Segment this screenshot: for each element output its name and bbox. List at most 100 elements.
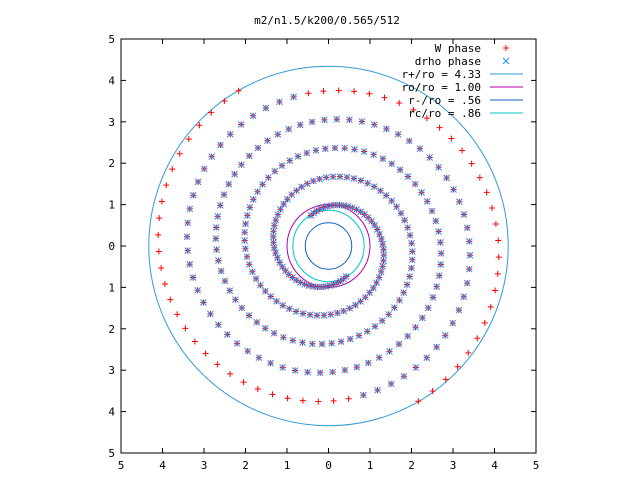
drho-phase-point	[257, 281, 264, 289]
drho-phase-point	[253, 318, 261, 326]
y-tick-label: 1	[108, 281, 115, 294]
y-tick-label: 3	[108, 116, 115, 129]
w-phase-point	[410, 106, 417, 113]
y-tick-label: 2	[108, 323, 115, 336]
drho-phase-point	[378, 317, 386, 325]
drho-phase-point	[406, 231, 414, 239]
drho-phase-point	[242, 220, 249, 228]
drho-phase-point	[254, 144, 262, 152]
drho-phase-point	[380, 257, 387, 265]
drho-phase-point	[194, 286, 202, 294]
drho-phase-point	[406, 273, 414, 280]
y-tick-label: 3	[108, 364, 115, 377]
drho-phase-point	[374, 386, 381, 394]
drho-phase-point	[423, 198, 431, 205]
w-phase-point	[366, 90, 373, 97]
drho-phase-point	[463, 279, 471, 287]
drho-phase-point	[276, 98, 283, 106]
w-phase-point	[284, 395, 291, 402]
drho-phase-point	[328, 339, 336, 347]
drho-phase-point	[200, 299, 207, 306]
drho-phase-point	[364, 179, 371, 187]
drho-phase-point	[419, 314, 426, 322]
drho-phase-point	[351, 301, 359, 309]
drho-phase-point	[341, 366, 349, 374]
drho-phase-point	[387, 380, 395, 388]
drho-phase-point	[337, 338, 345, 345]
w-phase-point	[454, 363, 461, 370]
w-phase-point	[330, 397, 337, 404]
drho-phase-point	[321, 145, 329, 153]
w-phase-point	[161, 281, 168, 288]
drho-phase-point	[286, 305, 293, 313]
w-phase-point	[492, 221, 499, 228]
drho-phase-point	[278, 162, 286, 169]
drho-phase-point	[226, 130, 234, 138]
drho-phase-point	[333, 115, 341, 123]
drho-phase-point	[223, 331, 231, 338]
w-phase-point	[396, 99, 403, 106]
drho-phase-point	[401, 216, 408, 224]
drho-phase-point	[303, 149, 311, 157]
drho-phase-point	[214, 213, 222, 220]
w-phase-point	[495, 254, 502, 261]
w-phase-point	[320, 88, 327, 95]
legend-label: rc/ro = .86	[408, 107, 481, 120]
w-phase-point	[474, 335, 481, 342]
drho-phase-point	[412, 364, 420, 371]
drho-phase-point	[408, 248, 416, 255]
drho-phase-point	[396, 166, 404, 174]
drho-phase-point	[371, 323, 379, 330]
drho-phase-point	[186, 260, 194, 268]
drho-phase-point	[213, 246, 220, 254]
drho-phase-point	[286, 157, 294, 164]
w-phase-point	[158, 198, 165, 205]
drho-phase-point	[186, 205, 194, 213]
drho-phase-point	[364, 359, 372, 367]
drho-phase-point	[231, 170, 238, 178]
drho-phase-point	[344, 203, 352, 210]
drho-phase-point	[261, 287, 269, 295]
drho-phase-point	[383, 125, 390, 133]
y-tick-label: 4	[108, 74, 115, 87]
y-tick-label: 4	[108, 406, 115, 419]
drho-phase-point	[217, 267, 225, 275]
drho-phase-point	[388, 160, 396, 168]
w-phase-point	[423, 115, 430, 122]
drho-phase-point	[208, 153, 216, 160]
drho-phase-point	[396, 296, 403, 304]
w-phase-point	[436, 124, 443, 131]
drho-phase-point	[437, 261, 445, 268]
drho-phase-point	[357, 298, 364, 305]
drho-phase-point	[303, 180, 311, 188]
drho-phase-point	[336, 173, 344, 180]
drho-phase-point	[435, 272, 443, 279]
drho-phase-point	[245, 261, 253, 268]
drho-phase-point	[326, 282, 334, 290]
drho-phase-point	[412, 323, 419, 331]
w-phase-point	[465, 349, 472, 356]
drho-phase-point	[424, 304, 432, 312]
drho-phase-point	[394, 130, 402, 138]
drho-phase-point	[238, 304, 246, 312]
drho-phase-point	[279, 301, 287, 309]
w-phase-point	[305, 90, 312, 97]
drho-phase-point	[274, 131, 282, 138]
drho-phase-point	[262, 104, 270, 112]
drho-phase-point	[207, 310, 214, 318]
w-phase-point	[492, 287, 499, 294]
drho-phase-point	[233, 339, 241, 347]
drho-phase-point	[441, 332, 449, 339]
drho-phase-point	[241, 237, 249, 244]
drho-phase-point	[357, 177, 365, 184]
drho-phase-point	[237, 121, 245, 128]
drho-phase-point	[428, 207, 436, 215]
drho-phase-point	[346, 335, 354, 343]
drho-phase-point	[308, 340, 316, 348]
drho-phase-point	[299, 310, 307, 317]
drho-phase-point	[455, 198, 463, 206]
w-phase-point	[351, 88, 358, 95]
drho-phase-point	[346, 116, 353, 124]
drho-phase-point	[252, 275, 260, 283]
